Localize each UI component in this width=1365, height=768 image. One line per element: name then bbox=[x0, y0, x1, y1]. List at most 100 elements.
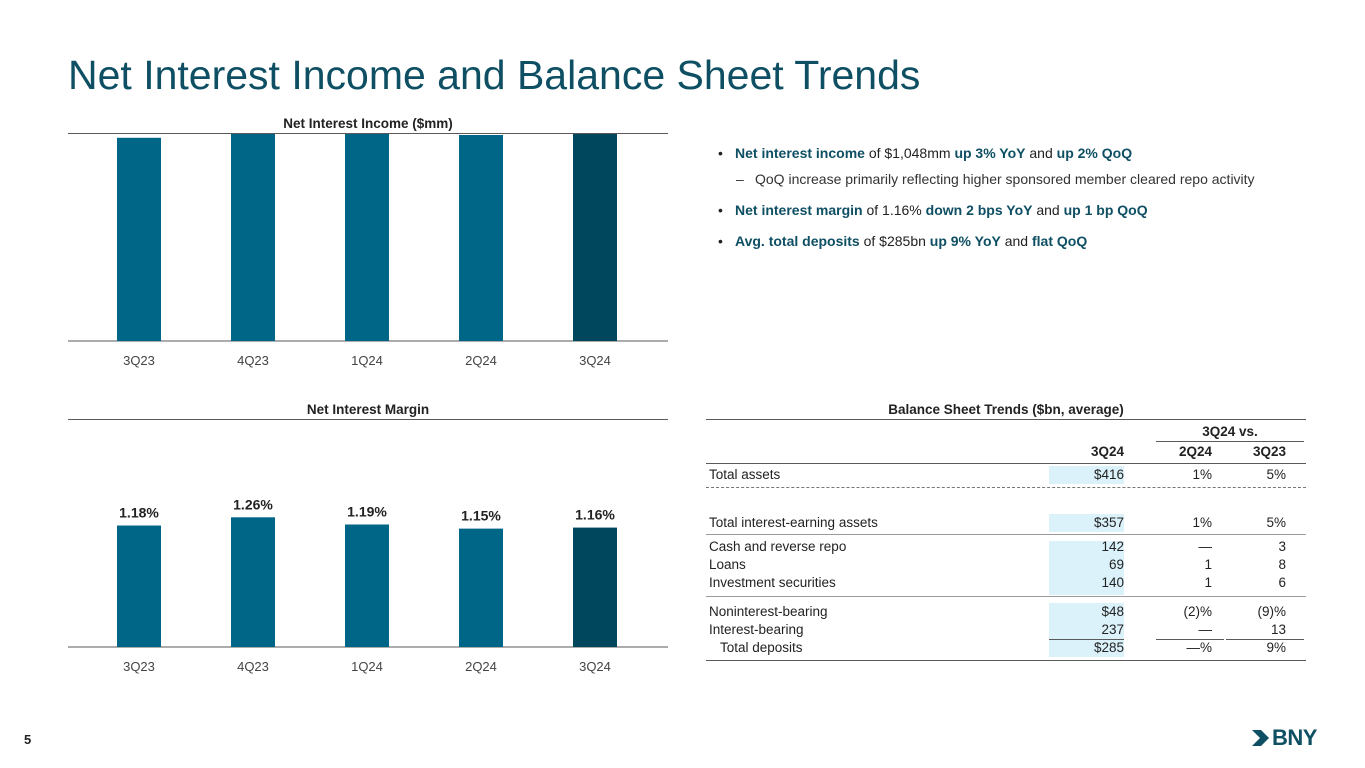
column-header-3Q23: 3Q23 bbox=[1252, 444, 1286, 459]
table-title: Balance Sheet Trends ($bn, average) bbox=[888, 402, 1124, 417]
chevron-arrow-icon bbox=[1252, 730, 1269, 746]
row-value: (2)% bbox=[1183, 604, 1212, 619]
row-label: Total deposits bbox=[720, 640, 803, 655]
bullet-dot: • bbox=[718, 202, 723, 218]
page-number: 5 bbox=[24, 732, 32, 747]
net-interest-margin-plot: 1.18% 3Q23 1.26% 4Q23 1.19% 1Q24 1.15% 2Q24 1.16… bbox=[68, 496, 668, 674]
bullet-text: Avg. total deposits bbox=[735, 233, 860, 249]
separator bbox=[706, 534, 1306, 535]
row-label: Total assets bbox=[709, 467, 781, 482]
row-label: Cash and reverse repo bbox=[709, 539, 847, 554]
balance-sheet-table: 3Q24 vs. 3Q24 2Q24 3Q23 Total assets $416 1% 5%… bbox=[706, 420, 1306, 666]
tick-label-2Q24: 2Q24 bbox=[465, 659, 497, 674]
bullet-text: down 2 bps YoY bbox=[925, 202, 1033, 218]
net-interest-margin-chart: Net Interest Margin 1.18% 3Q23 1.26% 4Q23 1.… bbox=[68, 401, 668, 680]
sub-bullet-qoq-increase: – QoQ increase primarily reflecting high… bbox=[718, 170, 1318, 188]
row-value: (9)% bbox=[1257, 604, 1286, 619]
row-value: 69 bbox=[1108, 557, 1124, 572]
group-header-rule bbox=[1156, 441, 1304, 442]
row-value: 8 bbox=[1278, 557, 1286, 572]
current-quarter-shading bbox=[1049, 466, 1124, 484]
bullet-text: of $1,048mm bbox=[864, 145, 955, 161]
tick-label-3Q24: 3Q24 bbox=[579, 353, 611, 368]
bullet-text: up 2% QoQ bbox=[1056, 145, 1133, 161]
tick-label-3Q23: 3Q23 bbox=[123, 659, 155, 674]
net-interest-income-chart: Net Interest Income ($mm) 1,0163Q231,101… bbox=[68, 115, 668, 374]
group-header: 3Q24 vs. bbox=[1202, 424, 1258, 439]
tick-label-4Q23: 4Q23 bbox=[237, 659, 269, 674]
row-value: — bbox=[1198, 539, 1213, 554]
tick-label-1Q24: 1Q24 bbox=[351, 659, 383, 674]
row-value: 13 bbox=[1270, 622, 1286, 637]
current-quarter-shading bbox=[1049, 514, 1124, 532]
separator bbox=[706, 596, 1306, 597]
current-quarter-shading bbox=[1049, 603, 1124, 657]
bar-3Q23 bbox=[117, 137, 161, 341]
data-label-2Q24: 1.15% bbox=[461, 508, 501, 524]
net-interest-income-plot: 1,0163Q231,1014Q231,0401Q241,0302Q241,04… bbox=[68, 134, 668, 368]
row-value: 9% bbox=[1266, 640, 1286, 655]
bullet-text: flat QoQ bbox=[1031, 233, 1088, 249]
subtotal-rule bbox=[1226, 639, 1304, 640]
row-value: 6 bbox=[1278, 575, 1286, 590]
bar-3Q24 bbox=[573, 134, 617, 341]
bullet-dot: • bbox=[718, 145, 723, 161]
row-value: 1 bbox=[1204, 557, 1212, 572]
tick-label-3Q23: 3Q23 bbox=[123, 353, 155, 368]
row-value: $285 bbox=[1093, 640, 1124, 655]
tick-label-3Q24: 3Q24 bbox=[579, 659, 611, 674]
bar-2Q24 bbox=[459, 135, 503, 341]
bar-2Q24 bbox=[459, 528, 503, 647]
page-title: Net Interest Income and Balance Sheet Tr… bbox=[68, 52, 921, 98]
bullet-net-interest-margin: • Net interest margin of 1.16% down 2 bp… bbox=[718, 201, 1318, 219]
data-label-1Q24: 1.19% bbox=[347, 504, 387, 520]
bar-4Q23 bbox=[231, 134, 275, 341]
subtotal-rule bbox=[1049, 639, 1124, 640]
bullet-text: up 9% YoY bbox=[929, 233, 1001, 249]
balance-sheet-trends: Balance Sheet Trends ($bn, average) 3Q24… bbox=[706, 401, 1306, 666]
bar-3Q23 bbox=[117, 525, 161, 647]
data-label-3Q24: 1.16% bbox=[575, 507, 615, 523]
row-value: 3 bbox=[1278, 539, 1286, 554]
bullet-text: of $285bn bbox=[859, 233, 930, 249]
tick-label-1Q24: 1Q24 bbox=[351, 353, 383, 368]
sub-bullet-dash: – bbox=[736, 171, 744, 187]
data-label-4Q23: 1.26% bbox=[233, 496, 273, 512]
bullet-text: Net interest margin bbox=[735, 202, 863, 218]
subtotal-rule bbox=[1156, 639, 1224, 640]
row-label: Interest-bearing bbox=[709, 622, 804, 637]
row-value: 237 bbox=[1101, 622, 1124, 637]
bullet-text: of 1.16% bbox=[862, 202, 926, 218]
bullet-text: Net interest income bbox=[735, 145, 865, 161]
chart-title: Net Interest Margin bbox=[306, 402, 430, 417]
separator-dashed bbox=[706, 487, 1306, 488]
table-top-rule bbox=[706, 419, 1306, 420]
bar-4Q23 bbox=[231, 517, 275, 647]
row-value: $357 bbox=[1093, 515, 1124, 530]
row-value: 5% bbox=[1266, 515, 1286, 530]
bullet-net-interest-income: • Net interest income of $1,048mm up 3% … bbox=[718, 144, 1318, 162]
bullet-text: up 1 bp QoQ bbox=[1063, 202, 1148, 218]
data-label-3Q23: 1.18% bbox=[119, 505, 159, 521]
row-value: 1% bbox=[1192, 467, 1212, 482]
bullet-text: up 3% YoY bbox=[954, 145, 1026, 161]
row-value: 1 bbox=[1204, 575, 1212, 590]
bar-3Q24 bbox=[573, 527, 617, 647]
header-bottom-rule bbox=[706, 463, 1306, 464]
row-value: 5% bbox=[1266, 467, 1286, 482]
current-quarter-shading bbox=[1049, 541, 1124, 595]
column-header-2Q24: 2Q24 bbox=[1178, 444, 1212, 459]
tick-label-2Q24: 2Q24 bbox=[465, 353, 497, 368]
row-label: Investment securities bbox=[709, 575, 836, 590]
bullet-total-deposits: • Avg. total deposits of $285bn up 9% Yo… bbox=[718, 232, 1318, 250]
row-value: $48 bbox=[1101, 604, 1124, 619]
chart-top-rule bbox=[68, 419, 668, 420]
row-value: 142 bbox=[1101, 539, 1124, 554]
table-bottom-rule bbox=[706, 660, 1306, 661]
sub-bullet-text: QoQ increase primarily reflecting higher… bbox=[755, 171, 1255, 187]
bullet-text: and bbox=[1032, 202, 1064, 218]
logo-text: BNY bbox=[1272, 725, 1317, 750]
row-label: Total interest-earning assets bbox=[709, 515, 878, 530]
row-label: Loans bbox=[709, 557, 746, 572]
row-value: $416 bbox=[1093, 467, 1124, 482]
